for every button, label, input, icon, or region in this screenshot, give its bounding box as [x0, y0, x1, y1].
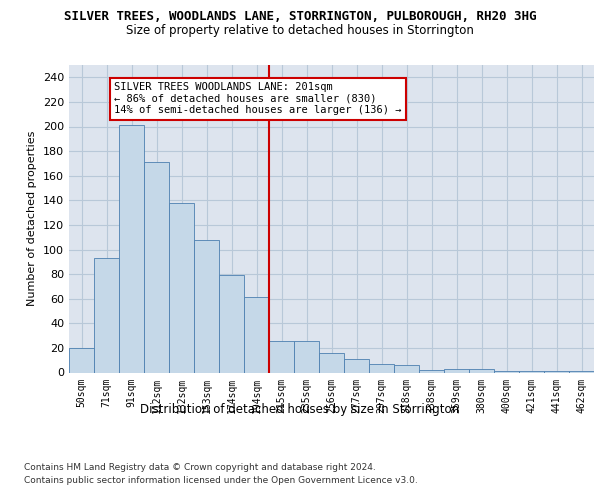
Bar [94, 258, 119, 372]
Bar [469, 369, 494, 372]
Y-axis label: Number of detached properties: Number of detached properties [28, 131, 37, 306]
Bar [69, 348, 94, 372]
Text: SILVER TREES WOODLANDS LANE: 201sqm
← 86% of detached houses are smaller (830)
1: SILVER TREES WOODLANDS LANE: 201sqm ← 86… [114, 82, 401, 116]
Bar [419, 370, 444, 372]
Text: Contains HM Land Registry data © Crown copyright and database right 2024.: Contains HM Land Registry data © Crown c… [24, 462, 376, 471]
Text: Contains public sector information licensed under the Open Government Licence v3: Contains public sector information licen… [24, 476, 418, 485]
Bar [344, 359, 369, 372]
Text: Distribution of detached houses by size in Storrington: Distribution of detached houses by size … [140, 402, 460, 415]
Bar [244, 298, 269, 372]
Bar [269, 340, 294, 372]
Bar [369, 364, 394, 372]
Bar [394, 365, 419, 372]
Bar [144, 162, 169, 372]
Text: Size of property relative to detached houses in Storrington: Size of property relative to detached ho… [126, 24, 474, 37]
Text: SILVER TREES, WOODLANDS LANE, STORRINGTON, PULBOROUGH, RH20 3HG: SILVER TREES, WOODLANDS LANE, STORRINGTO… [64, 10, 536, 23]
Bar [444, 369, 469, 372]
Bar [194, 240, 219, 372]
Bar [169, 203, 194, 372]
Bar [119, 126, 144, 372]
Bar [319, 353, 344, 372]
Bar [219, 276, 244, 372]
Bar [294, 340, 319, 372]
